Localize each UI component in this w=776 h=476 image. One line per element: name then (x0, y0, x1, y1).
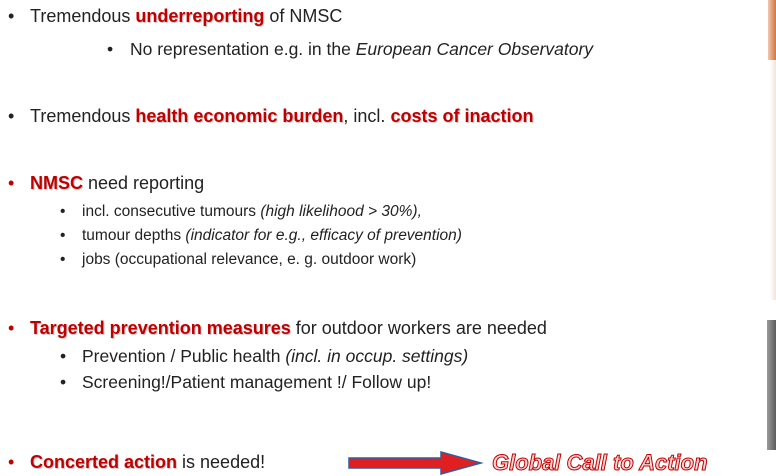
text: Tremendous (30, 106, 135, 126)
sub-bullet: •Screening!/Patient management !/ Follow… (60, 372, 431, 393)
call-to-action: Global Call to Action (492, 450, 708, 476)
text: Tremendous (30, 6, 135, 26)
text: (high likelihood > 30%), (260, 203, 422, 220)
sub-bullet: •Prevention / Public health (incl. in oc… (60, 346, 468, 367)
image-edge (767, 320, 776, 450)
sub-bullet: •tumour depths (indicator for e.g., effi… (60, 227, 462, 245)
text: of NMSC (264, 6, 342, 26)
emphasis: NMSC (30, 173, 83, 193)
text: is needed! (177, 452, 265, 472)
text: No representation e.g. in the (130, 39, 356, 59)
emphasis: underreporting (135, 6, 264, 26)
sub-bullet: •incl. consecutive tumours (high likelih… (60, 203, 422, 221)
bullet: •NMSC need reporting (8, 173, 204, 194)
text: Screening!/Patient management !/ Follow … (82, 372, 431, 392)
bullet: •Concerted action is needed! (8, 452, 265, 473)
bullet: •Targeted prevention measures for outdoo… (8, 318, 547, 339)
image-edge (768, 0, 776, 60)
bullet: •Tremendous underreporting of NMSC (8, 6, 342, 27)
arrow-shape (349, 452, 481, 474)
bullet: •Tremendous health economic burden, incl… (8, 106, 533, 127)
text: for outdoor workers are needed (291, 318, 547, 338)
text: , incl. (343, 106, 390, 126)
emphasis: Targeted prevention measures (30, 318, 291, 338)
slide: {"items": [ {"text": ["Tremendous ", "un… (0, 0, 776, 475)
text: need reporting (83, 173, 204, 193)
emphasis: health economic burden (135, 106, 343, 126)
arrow (345, 450, 487, 476)
text: jobs (occupational relevance, e. g. outd… (82, 251, 416, 268)
text: Prevention / Public health (82, 346, 285, 366)
text: European Cancer Observatory (356, 39, 593, 59)
text: (incl. in occup. settings) (285, 346, 468, 366)
emphasis: Concerted action (30, 452, 177, 472)
sub-bullet: •No representation e.g. in the European … (107, 39, 593, 60)
image-edge (770, 60, 776, 300)
emphasis: costs of inaction (390, 106, 533, 126)
text: incl. consecutive tumours (82, 203, 260, 220)
sub-bullet: •jobs (occupational relevance, e. g. out… (60, 251, 416, 269)
text: tumour depths (82, 227, 185, 244)
text: (indicator for e.g., efficacy of prevent… (185, 227, 462, 244)
